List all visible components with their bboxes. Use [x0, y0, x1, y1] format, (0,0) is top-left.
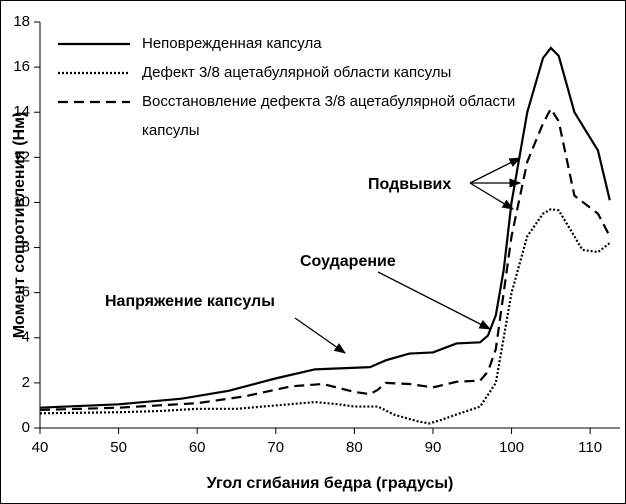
x-tick-label: 100	[499, 439, 524, 456]
legend-label: Дефект 3/8 ацетабулярной области капсулы	[142, 64, 452, 81]
x-tick-label: 40	[32, 439, 49, 456]
x-tick-label: 70	[267, 439, 284, 456]
y-tick-label: 0	[22, 419, 30, 436]
y-tick-label: 6	[22, 284, 30, 301]
annotation-arrows	[294, 157, 522, 354]
legend-label: Неповрежденная капсула	[142, 35, 322, 52]
annotation: Подвывих	[368, 176, 451, 193]
series-line	[39, 208, 611, 425]
series-line	[39, 46, 611, 409]
y-tick-label: 8	[22, 239, 30, 256]
arrow	[377, 271, 492, 330]
arrow	[294, 317, 346, 354]
legend-label: Восстановление дефекта 3/8 ацетабулярной…	[142, 93, 516, 139]
y-tick-label: 10	[13, 193, 30, 210]
y-tick-label: 12	[13, 148, 30, 165]
annotation: Соударение	[300, 253, 396, 270]
y-axis-label: Момент сопротивления (Нм)	[11, 112, 28, 339]
annotation: Напряжение капсулы	[105, 293, 275, 310]
x-tick-label: 80	[346, 439, 363, 456]
y-tick-label: 2	[22, 374, 30, 391]
x-axis-label: Угол сгибания бедра (градусы)	[207, 475, 454, 492]
y-tick-label: 14	[13, 103, 30, 120]
x-tick-label: 110	[578, 439, 602, 456]
y-tick-label: 18	[13, 13, 30, 30]
series-line	[39, 106, 611, 412]
arrow	[469, 182, 515, 210]
arrow	[469, 157, 522, 184]
x-tick-label: 50	[110, 439, 127, 456]
x-tick-label: 90	[425, 439, 442, 456]
x-tick-label: 60	[189, 439, 206, 456]
y-tick-label: 16	[13, 58, 30, 75]
y-tick-label: 4	[22, 329, 30, 346]
